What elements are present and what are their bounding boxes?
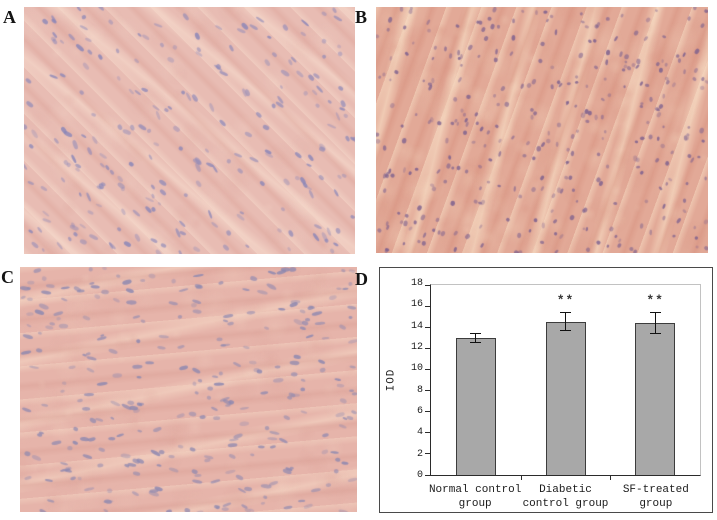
y-axis-labels: 0 2 4 6 8 10 12 14 16 18: [400, 278, 426, 481]
bar-2: [635, 323, 676, 475]
y-tick-label: 2: [416, 448, 423, 460]
y-tick-mark: [425, 326, 431, 328]
error-bar-part: [649, 332, 661, 334]
y-tick-label: 10: [410, 363, 423, 375]
x-tick-mark: [610, 475, 612, 480]
category-label-2: SF-treated group: [623, 483, 689, 511]
y-tick-label: 18: [410, 278, 423, 289]
error-bar-part: [475, 332, 477, 344]
y-axis-title-text: IOD: [385, 368, 397, 392]
error-bar-part: [560, 312, 571, 314]
panel-a-label: A: [3, 7, 16, 27]
x-tick-mark: [520, 475, 522, 480]
y-tick-label: 8: [416, 384, 423, 396]
y-tick-mark: [425, 390, 431, 392]
y-tick-mark: [425, 305, 431, 307]
error-bar-1: [560, 312, 571, 332]
panel-b-label: B: [355, 7, 368, 27]
y-axis-title: IOD: [383, 284, 399, 476]
bar-1: [545, 321, 586, 475]
category-label-line: SF-treated: [622, 484, 689, 496]
y-tick-mark: [425, 368, 431, 370]
iod-bar-chart: IOD 0 2 4 6 8 10 12 14 16 18 ** ** Normal control g…: [379, 267, 713, 513]
error-bar-part: [560, 330, 571, 332]
y-tick-mark: [425, 284, 431, 286]
y-tick-label: 12: [410, 342, 423, 354]
significance-marker-2: **: [646, 293, 664, 309]
y-tick-mark: [425, 453, 431, 455]
x-axis-labels: Normal control group Diabetic control group…: [429, 481, 701, 512]
y-tick-mark: [425, 411, 431, 413]
y-tick-label: 16: [410, 299, 423, 311]
error-bar-part: [654, 312, 656, 334]
category-label-line: group: [458, 498, 492, 510]
category-label-line: Diabetic: [539, 484, 592, 496]
error-bar-part: [649, 312, 661, 314]
category-label-line: Normal control: [428, 484, 522, 496]
panel-d-label: D: [355, 269, 368, 289]
micrograph-b-texture: [376, 7, 708, 253]
category-label-line: control group: [522, 498, 609, 510]
error-bar-part: [470, 332, 482, 334]
y-tick-label: 14: [410, 320, 423, 332]
micrograph-a-texture: [24, 7, 355, 254]
error-bar-part: [470, 342, 482, 344]
error-bar-2: [649, 312, 661, 334]
panel-c-label: C: [1, 267, 14, 287]
y-tick-label: 6: [416, 406, 423, 418]
y-tick-mark: [425, 432, 431, 434]
category-label-0: Normal control group: [429, 483, 521, 511]
category-label-line: group: [639, 498, 673, 510]
micrograph-a: [24, 7, 355, 254]
y-tick-mark: [425, 347, 431, 349]
error-bar-0: [470, 332, 482, 344]
micrograph-c-texture: [20, 267, 357, 512]
y-tick-label: 4: [416, 427, 423, 439]
micrograph-b: [376, 7, 708, 253]
bar-0: [455, 337, 496, 475]
error-bar-part: [565, 312, 566, 332]
significance-marker-1: **: [556, 293, 575, 309]
micrograph-c: [20, 267, 357, 512]
y-tick-label: 0: [416, 470, 423, 481]
chart-plot-area: ** **: [425, 284, 701, 480]
y-tick-mark: [425, 474, 431, 476]
category-label-1: Diabetic control group: [523, 483, 609, 511]
